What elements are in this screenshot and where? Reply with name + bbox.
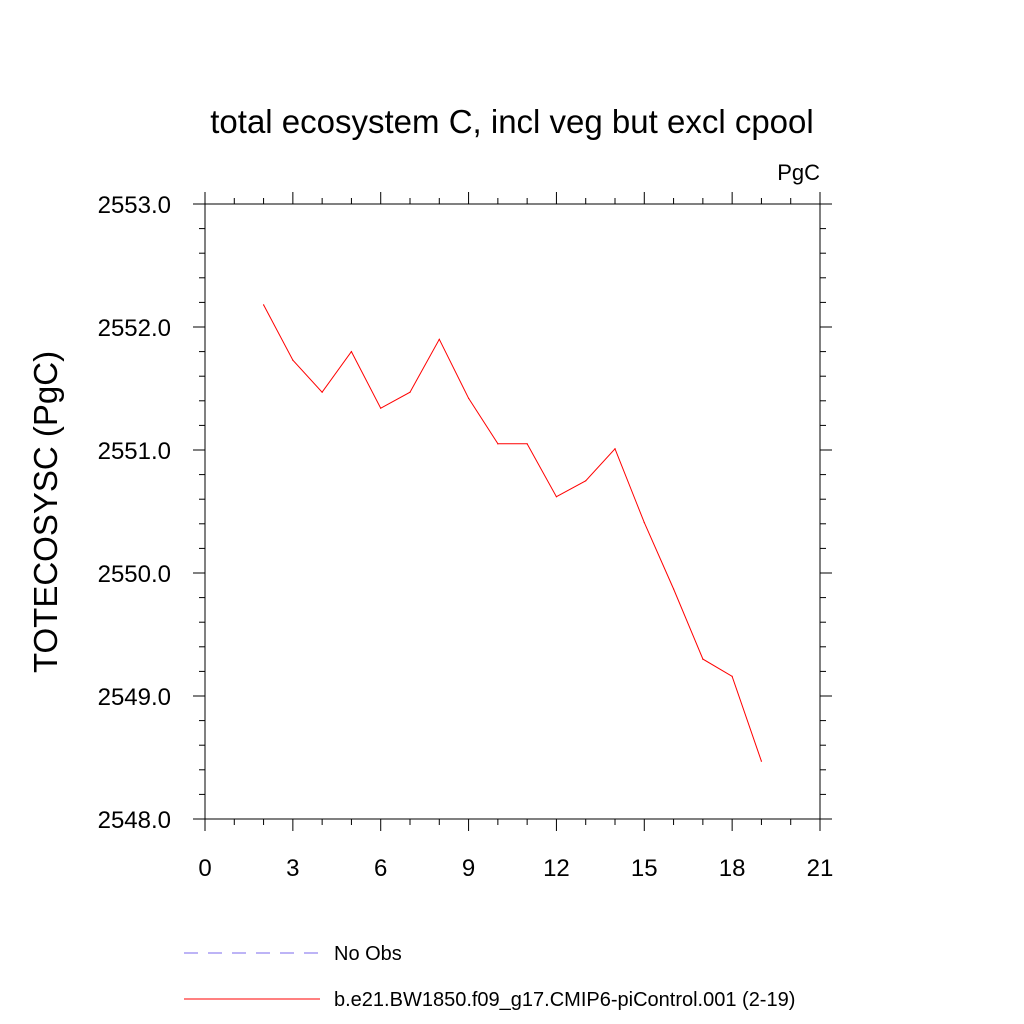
units-label: PgC bbox=[777, 160, 820, 185]
x-tick-label: 0 bbox=[198, 855, 211, 882]
data-point bbox=[760, 760, 763, 762]
data-point bbox=[438, 338, 440, 340]
data-point bbox=[409, 391, 411, 393]
data-point bbox=[614, 448, 616, 450]
x-tick-label: 15 bbox=[631, 855, 658, 882]
y-tick-label: 2549.0 bbox=[98, 684, 171, 711]
chart-title: total ecosystem C, incl veg but excl cpo… bbox=[210, 103, 813, 140]
data-point bbox=[497, 443, 499, 445]
data-point bbox=[292, 359, 294, 361]
series-layer bbox=[262, 304, 763, 762]
data-point bbox=[585, 480, 587, 482]
data-point bbox=[526, 443, 528, 445]
data-point bbox=[321, 391, 323, 393]
x-tick-label: 3 bbox=[286, 855, 299, 882]
legend-label: b.e21.BW1850.f09_g17.CMIP6-piControl.001… bbox=[334, 989, 795, 1011]
legend-label: No Obs bbox=[334, 943, 402, 965]
data-point bbox=[262, 304, 265, 306]
x-tick-label: 18 bbox=[719, 855, 746, 882]
data-point bbox=[672, 588, 675, 590]
data-point bbox=[555, 496, 558, 498]
y-tick-label: 2551.0 bbox=[98, 438, 171, 465]
data-point bbox=[731, 675, 733, 677]
legend: No Obs b.e21.BW1850.f09_g17.CMIP6-piContr… bbox=[184, 943, 795, 1011]
data-point bbox=[380, 407, 382, 409]
x-tick-label: 21 bbox=[807, 855, 834, 882]
y-axis-label: TOTECOSYSC (PgC) bbox=[27, 351, 64, 673]
data-point bbox=[467, 397, 470, 399]
x-tick-label: 6 bbox=[374, 855, 387, 882]
plot-frame bbox=[204, 203, 821, 820]
data-point bbox=[702, 658, 704, 660]
x-tick-label: 12 bbox=[543, 855, 570, 882]
y-tick-label: 2550.0 bbox=[98, 561, 171, 588]
axes: 0 3 6 9 12 15 18 21 2548.0 2549.0 2550.0 2551.0 2552… bbox=[98, 192, 834, 882]
y-tick-label: 2553.0 bbox=[98, 192, 171, 219]
y-tick-label: 2552.0 bbox=[98, 315, 171, 342]
data-point bbox=[350, 351, 353, 353]
x-tick-label: 9 bbox=[462, 855, 475, 882]
data-point bbox=[643, 521, 645, 524]
series-line bbox=[263, 304, 762, 762]
y-tick-label: 2548.0 bbox=[98, 807, 171, 834]
